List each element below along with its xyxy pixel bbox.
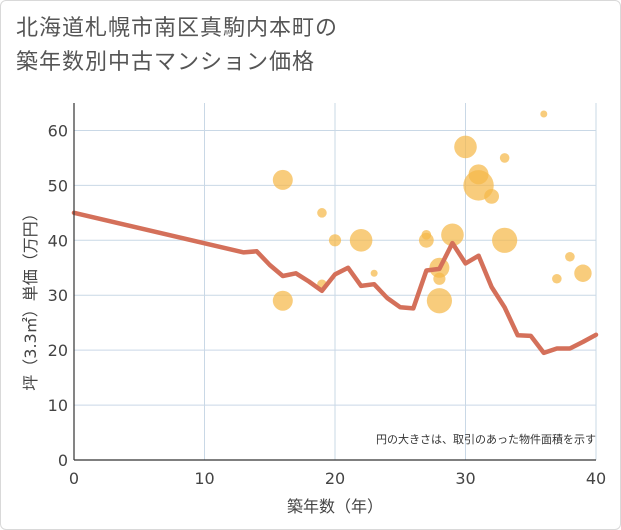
bubble-point	[349, 229, 373, 252]
bubble-point	[454, 135, 477, 159]
y-tick-label: 30	[48, 286, 68, 305]
axes	[73, 103, 596, 461]
y-tick-label: 40	[48, 231, 68, 250]
title-line-2: 築年数別中古マンション価格	[16, 50, 316, 75]
bubble-point	[433, 272, 446, 285]
y-tick-label: 20	[48, 341, 68, 360]
tick-labels: 0 10 20 30 40 0 10 20 30 40 50 60	[48, 121, 607, 488]
bubble-point	[317, 208, 327, 218]
bubble-point	[272, 290, 293, 311]
x-tick-label: 30	[455, 469, 475, 488]
y-tick-label: 50	[48, 176, 68, 195]
bubble-point	[499, 153, 510, 163]
bubble-point	[421, 230, 432, 240]
bubble-point	[484, 188, 499, 204]
x-tick-label: 10	[194, 469, 214, 488]
x-axis-label: 築年数（年）	[287, 497, 383, 516]
bubble-point	[272, 169, 293, 190]
bubble-point	[492, 227, 518, 253]
y-tick-label: 60	[48, 121, 68, 140]
bubble-point	[565, 251, 575, 262]
bubble-point	[441, 223, 464, 247]
grid	[74, 103, 597, 460]
bubble-layer	[272, 110, 592, 314]
bubble-point	[328, 234, 342, 247]
bubble-point	[426, 288, 452, 314]
title-line-1: 北海道札幌市南区真駒内本町の	[16, 16, 339, 41]
y-axis-label: 坪（3.3㎡）単価（万円）	[21, 205, 40, 390]
bubble-point	[552, 273, 562, 284]
y-tick-label: 0	[58, 451, 68, 470]
x-tick-label: 20	[325, 469, 345, 488]
x-tick-label: 0	[69, 469, 79, 488]
bubble-point	[574, 264, 592, 282]
x-tick-label: 40	[586, 469, 606, 488]
size-note: 円の大きさは、取引のあった物件面積を示す	[376, 432, 596, 446]
y-tick-label: 10	[48, 396, 68, 415]
chart-title: 北海道札幌市南区真駒内本町の 築年数別中古マンション価格	[16, 12, 576, 80]
bubble-point	[540, 110, 548, 118]
bubble-point	[370, 269, 378, 277]
line-layer	[71, 210, 599, 356]
price-trend-line	[71, 210, 599, 356]
